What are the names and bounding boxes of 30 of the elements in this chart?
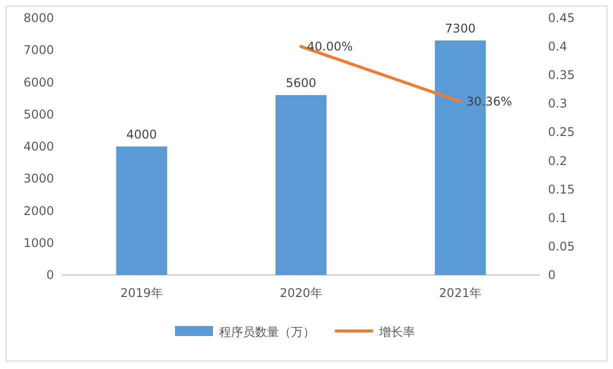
y-tick-label: 8000	[23, 11, 54, 25]
y2-tick-label: 0.45	[548, 11, 575, 25]
y-tick-label: 0	[46, 268, 54, 282]
y-tick-label: 1000	[23, 236, 54, 250]
y-tick-label: 2000	[23, 204, 54, 218]
y2-tick-label: 0.1	[548, 210, 568, 225]
data-label: 4000	[126, 128, 157, 142]
x-tick-label: 2019年	[120, 286, 163, 300]
bar	[276, 95, 326, 275]
y2-tick-label: 0.05	[548, 239, 575, 254]
data-label: 7300	[445, 21, 476, 36]
data-label: 5600	[286, 76, 316, 90]
y2-tick-label: 0.35	[548, 68, 575, 82]
y-tick-label: 3000	[23, 172, 54, 186]
y2-tick-label: 0.25	[548, 125, 575, 140]
y2-tick-label: 0.2	[548, 154, 568, 168]
y2-tick-label: 0.15	[548, 182, 575, 196]
bar	[116, 146, 168, 275]
data-label: 40.00%	[307, 40, 353, 54]
y2-tick-label: 0.4	[548, 40, 568, 54]
y-tick-label: 4000	[23, 140, 54, 154]
y-tick-label: 7000	[23, 43, 54, 58]
y-tick-label: 5000	[23, 107, 54, 122]
y2-tick-label: 0.3	[548, 96, 568, 111]
y-tick-label: 6000	[23, 75, 54, 90]
legend-label: 程序员数量（万）	[219, 325, 315, 339]
x-tick-label: 2020年	[280, 286, 322, 300]
y2-tick-label: 0	[548, 268, 556, 282]
x-tick-label: 2021年	[439, 286, 482, 300]
legend-label: 增长率	[378, 325, 415, 339]
